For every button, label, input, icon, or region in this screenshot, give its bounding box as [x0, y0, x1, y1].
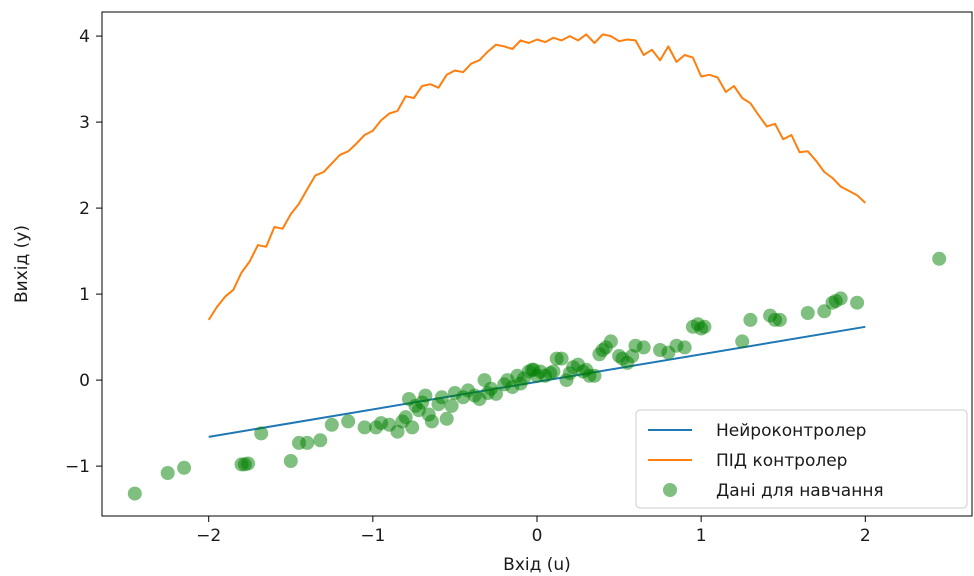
y-tick-label: 3 [79, 113, 90, 133]
x-axis-title: Вхід (u) [503, 555, 571, 575]
x-tick-label: 1 [696, 526, 707, 546]
series-line-1 [207, 33, 866, 321]
scatter-point [587, 368, 602, 383]
scatter-point [833, 291, 848, 306]
scatter-point [439, 411, 454, 426]
scatter-point [398, 410, 413, 425]
scatter-point [357, 420, 372, 435]
scatter-point [324, 417, 339, 432]
x-axis-ticks: −2 −1 0 1 2 [196, 516, 871, 546]
scatter-point [772, 312, 787, 327]
legend-box [635, 409, 968, 509]
scatter-point [313, 433, 328, 448]
scatter-point [300, 435, 315, 450]
plot-series [127, 33, 947, 501]
y-axis-title: Вихід (y) [12, 225, 32, 303]
scatter-point [932, 251, 947, 266]
y-axis-ticks: −1 0 1 2 3 4 [65, 27, 102, 477]
x-tick-label: 0 [532, 526, 543, 546]
scatter-point [341, 414, 356, 429]
scatter-point [735, 334, 750, 349]
x-tick-label: −2 [196, 526, 221, 546]
y-tick-label: 2 [79, 199, 90, 219]
y-tick-label: −1 [65, 457, 90, 477]
scatter-point [603, 334, 618, 349]
scatter-point [444, 398, 459, 413]
scatter-point [283, 454, 298, 468]
scatter-point [743, 312, 758, 327]
y-tick-label: 4 [79, 27, 90, 47]
scatter-point [177, 460, 192, 475]
scatter-point [677, 340, 692, 355]
scatter-point [241, 456, 256, 471]
legend: Нейроконтролер ПІД контролер Дані для навч… [635, 409, 968, 509]
scatter-point [405, 420, 420, 435]
legend-label: Дані для навчання [716, 481, 884, 501]
scatter-point [127, 486, 142, 501]
scatter-point [160, 466, 175, 480]
legend-label: Нейроконтролер [716, 421, 866, 441]
x-tick-label: −1 [360, 526, 385, 546]
scatter-point [850, 295, 865, 310]
scatter-point [546, 364, 561, 379]
scatter-point [697, 319, 712, 334]
legend-marker [663, 483, 677, 497]
scatter-point [418, 388, 433, 403]
scatter-point [554, 351, 569, 366]
y-tick-label: 1 [79, 285, 90, 305]
x-tick-label: 2 [860, 526, 871, 546]
scatter-point [424, 414, 439, 429]
scatter-point [434, 390, 449, 405]
scatter-point [254, 426, 269, 441]
y-tick-label: 0 [79, 371, 90, 391]
scatter-point [489, 386, 503, 401]
scatter-point [800, 306, 815, 320]
scatter-point [636, 340, 651, 355]
legend-label: ПІД контролер [716, 451, 847, 471]
